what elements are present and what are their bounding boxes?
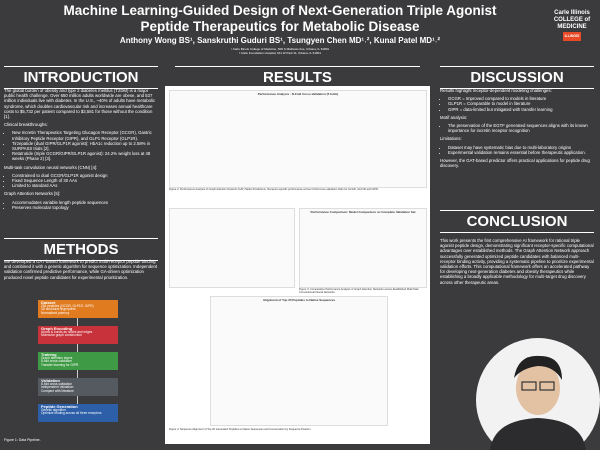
bullet: The preservation of the EGTF generated s… xyxy=(448,123,594,133)
step-item: Independent Validation xyxy=(41,385,74,390)
logo-line: COLLEGE of xyxy=(553,17,591,23)
section-heading: INTRODUCTION xyxy=(4,66,158,89)
arrow xyxy=(77,370,78,378)
logo-line: Carle Illinois xyxy=(554,10,590,16)
bullet-list: Constrained to dual GCGR/GLP1R agonist d… xyxy=(4,173,158,189)
group-title: Multi-task convolution neural networks (… xyxy=(4,164,98,170)
step-item: Graph attention layers xyxy=(41,355,73,360)
bullet-list: GCGR = Improved compared to models in li… xyxy=(440,96,594,112)
step-item: Optimize binding across all three recept… xyxy=(41,411,102,416)
title-line: Machine Learning-Guided Design of Next-G… xyxy=(63,3,497,18)
group-title: Limitations: xyxy=(440,136,462,142)
section-heading: DISCUSSION xyxy=(440,66,594,89)
presenter-photo xyxy=(476,338,600,450)
authors: Anthony Wong BS¹, Sanskruthi Guduri BS¹,… xyxy=(119,36,441,45)
step-item: Molecular graph construction xyxy=(41,333,82,338)
step-item: Genetic algorithm xyxy=(41,407,66,412)
group-title: Results highlight receptor-dependent mod… xyxy=(440,88,552,93)
bullet: Fixed Sequence Length of 30 AAs xyxy=(12,178,158,183)
bullet-list: Dataset may have systematic bias due to … xyxy=(440,145,594,155)
pipeline-step: Graph Encoding Atoms & bonds as nodes and… xyxy=(38,326,118,344)
figure-caption: Figure 4: Sequence Alignment of Top 20 G… xyxy=(169,428,312,431)
arrow xyxy=(77,344,78,352)
step-item: Compare with literature xyxy=(41,388,74,393)
paragraph: The global burden of obesity and type 2 … xyxy=(4,88,156,120)
affiliations: ¹ Carle Illinois College of Medicine, 50… xyxy=(40,47,520,55)
step-item: Atoms & bonds as nodes and edges xyxy=(41,329,93,334)
step-item: Transfer learning for GIPR xyxy=(41,362,79,367)
results-panel: Performance Analysis - N-Fold Cross-Vali… xyxy=(165,86,430,444)
arrow xyxy=(77,396,78,404)
bullet: GIPR = data-limited but mitigated with t… xyxy=(448,107,594,112)
logo-line: MEDICINE xyxy=(557,24,587,30)
bullet: Dataset may have systematic bias due to … xyxy=(448,145,594,150)
bullet: Preserves molecular topology xyxy=(12,205,158,210)
bullet-list: New Incretin Therapeutics Targeting Gluc… xyxy=(4,130,158,161)
discussion-text: Results highlight receptor-dependent mod… xyxy=(440,88,594,171)
pipeline-step: Validation 5-fold cross-validation Indepen… xyxy=(38,378,118,396)
section-heading: METHODS xyxy=(4,238,158,261)
methods-text: We developed a GAT-based framework to pr… xyxy=(4,259,158,280)
step-title: Dataset xyxy=(41,300,56,305)
conclusion-text: This work presents the first comprehensi… xyxy=(440,238,594,285)
bullet: Tirzepatide (dual GIPR/GLP1R agonist): H… xyxy=(12,141,158,151)
step-title: Peptide Generation xyxy=(41,404,78,409)
bullet: Experimental validation remains essentia… xyxy=(448,150,594,155)
logo-badge: ILLINOIS xyxy=(562,32,582,41)
figure: Alignment of Top 20 Peptides to Native S… xyxy=(210,296,388,426)
step-item: 5-fold cross-validation xyxy=(41,381,73,386)
bullet-list: The preservation of the EGTF generated s… xyxy=(440,123,594,133)
figure-caption: Figure 3: Comparative Performance Analys… xyxy=(299,288,419,295)
section-heading: CONCLUSION xyxy=(440,210,594,233)
bullet: GCGR = Improved compared to models in li… xyxy=(448,96,594,101)
affiliation: ² Carle Foundation Hospital, 611 W Park … xyxy=(238,51,322,55)
bullet: Constrained to dual GCGR/GLP1R agonist d… xyxy=(12,173,158,178)
bullet: Accommodates variable length peptide seq… xyxy=(12,200,158,205)
figure-title: Performance Comparison: Model Comparison… xyxy=(310,210,416,214)
figure-title: Alignment of Top 20 Peptides to Native S… xyxy=(262,298,336,302)
pipeline-step: Dataset 254 peptides (GCGR, GLP1R, GIPR) 3… xyxy=(38,300,118,318)
figure: Performance Analysis - N-Fold Cross-Vali… xyxy=(169,90,427,188)
bullet: New Incretin Therapeutics Targeting Gluc… xyxy=(12,130,158,140)
group-title: Motif analysis: xyxy=(440,114,468,120)
affiliation: ¹ Carle Illinois College of Medicine, 50… xyxy=(230,47,330,51)
logo: Carle Illinois COLLEGE of MEDICINE ILLINOIS xyxy=(548,10,596,41)
step-title: Training xyxy=(41,352,57,357)
bullet: Limited to standard AAs xyxy=(12,183,158,188)
arrow xyxy=(77,318,78,326)
group-title: Graph Attention Networks [5]: xyxy=(4,191,61,197)
intro-text: The global burden of obesity and type 2 … xyxy=(4,88,158,213)
step-title: Validation xyxy=(41,378,60,383)
title-line: Peptide Therapeutics for Metabolic Disea… xyxy=(140,19,420,34)
poster-title: Machine Learning-Guided Design of Next-G… xyxy=(40,3,520,35)
step-title: Graph Encoding xyxy=(41,326,73,331)
bullet-list: Accommodates variable length peptide seq… xyxy=(4,200,158,210)
figure xyxy=(169,208,295,288)
step-item: 5-fold cross-validation xyxy=(41,359,73,364)
step-item: 3D structural fingerprints xyxy=(41,307,76,312)
bullet: Retatrutide (triple GCGR/GIPR/GLP1R agon… xyxy=(12,151,158,161)
figure: Performance Comparison: Model Comparison… xyxy=(299,208,427,288)
figure-caption: Figure 2: Performance Analysis of Graph … xyxy=(169,188,379,191)
pipeline-step: Training Graph attention layers 5-fold cro… xyxy=(38,352,118,370)
step-item: 254 peptides (GCGR, GLP1R, GIPR) xyxy=(41,303,94,308)
pipeline-step: Peptide Generation Genetic algorithm Optim… xyxy=(38,404,118,422)
step-item: Normalized potency xyxy=(41,310,70,315)
group-title: However, the GAT-based predictor offers … xyxy=(440,158,590,169)
figure-title: Performance Analysis - N-Fold Cross-Vali… xyxy=(257,92,339,96)
group-title: Clinical breakthroughs: xyxy=(4,122,48,128)
bullet: GLP1R = Comparable to model in literatur… xyxy=(448,101,594,106)
figure-caption: Figure 1: Data Pipeline. xyxy=(4,438,41,442)
